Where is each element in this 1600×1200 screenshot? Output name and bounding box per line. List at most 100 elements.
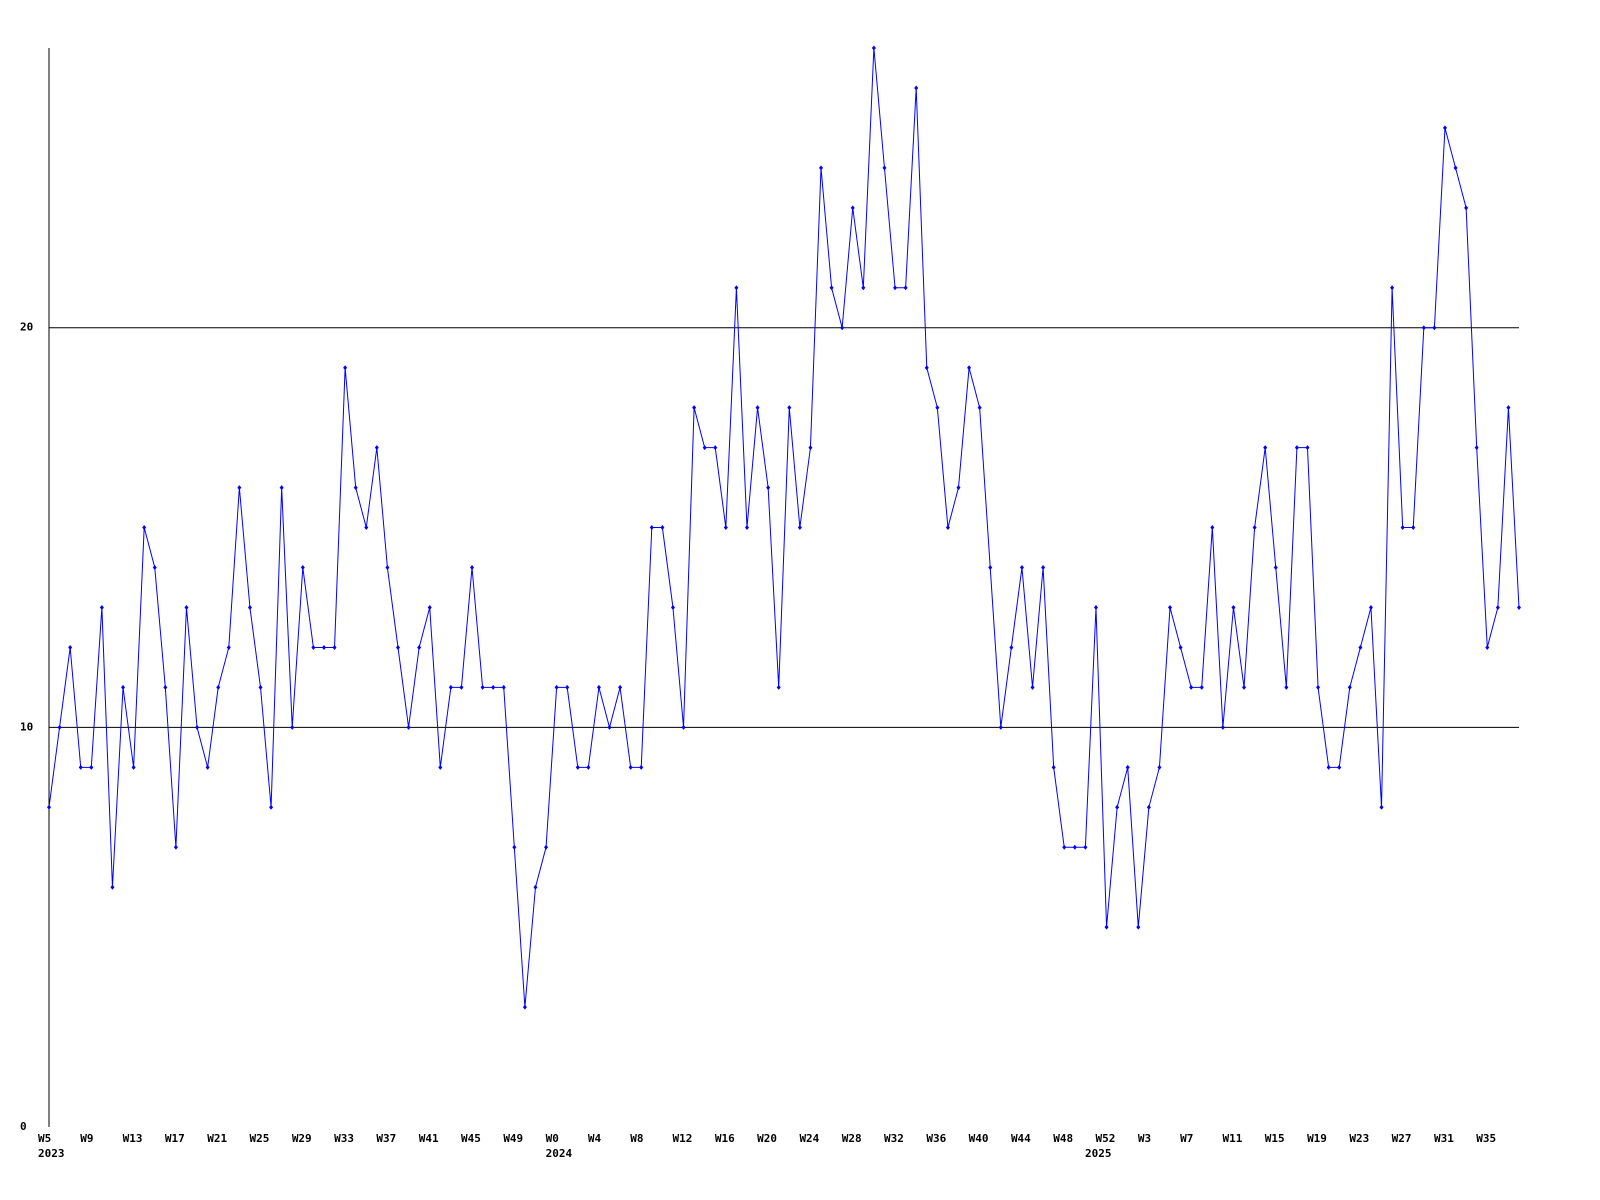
data-point [649,525,654,531]
data-point [935,405,940,411]
data-point [1474,445,1479,451]
data-point [57,724,62,730]
data-point [967,365,972,371]
data-point [1062,844,1067,850]
data-point [544,844,549,850]
data-point [110,884,115,890]
data-point [1019,565,1024,571]
x-tick-label: W49 [503,1132,523,1145]
x-tick-label: W31 [1434,1132,1454,1145]
data-point [1009,644,1014,650]
x-tick-label: W45 [461,1132,481,1145]
data-point [1368,604,1373,610]
data-point [1231,604,1236,610]
y-tick-label: 20 [20,321,33,334]
data-point [1242,684,1247,690]
data-point [1453,165,1458,171]
data-point [850,205,855,211]
data-point [311,644,316,650]
data-point [1072,844,1077,850]
data-point [1316,684,1321,690]
x-tick-label: W48 [1053,1132,1073,1145]
x-tick-label: W11 [1222,1132,1242,1145]
data-point [1411,525,1416,531]
x-tick-label: W25 [250,1132,270,1145]
data-point [1136,924,1141,930]
data-point [1273,565,1278,571]
data-point [565,684,570,690]
data-point [237,485,242,491]
data-point [1326,764,1331,770]
x-tick-label: W32 [884,1132,904,1145]
x-tick-label: W16 [715,1132,735,1145]
x-tick-label: W24 [799,1132,819,1145]
data-point [1199,684,1204,690]
y-tick-label: 0 [20,1120,27,1133]
x-tick-label: W3 [1138,1132,1151,1145]
data-point [1146,804,1151,810]
data-point [1157,764,1162,770]
x-tick-label: W19 [1307,1132,1327,1145]
data-point [142,525,147,531]
data-point [290,724,295,730]
data-point [618,684,623,690]
data-point [406,724,411,730]
x-tick-label: W12 [673,1132,693,1145]
data-point [1115,804,1120,810]
data-point [702,445,707,451]
data-point [374,445,379,451]
data-point [1093,604,1098,610]
data-point [639,764,644,770]
data-point [1051,764,1056,770]
x-tick-label: W40 [969,1132,989,1145]
data-point [1495,604,1500,610]
data-point [1347,684,1352,690]
x-tick-label: W8 [630,1132,643,1145]
data-point [1168,604,1173,610]
x-tick-label: W27 [1392,1132,1412,1145]
data-point [871,45,876,51]
x-tick-label: W23 [1349,1132,1369,1145]
data-point [226,644,231,650]
x-tick-label: W9 [80,1132,93,1145]
x-tick-label: W36 [926,1132,946,1145]
x-tick-label: W15 [1265,1132,1285,1145]
data-point [522,1004,527,1010]
data-point [300,565,305,571]
data-point [395,644,400,650]
data-point [1390,285,1395,291]
data-point [491,684,496,690]
data-point [1485,644,1490,650]
data-point [1041,565,1046,571]
data-point [660,525,665,531]
data-point [1252,525,1257,531]
x-tick-label: W41 [419,1132,439,1145]
data-point [1379,804,1384,810]
x-tick-label: W5 [38,1132,51,1145]
data-point [512,844,517,850]
data-point [1421,325,1426,331]
data-point [131,764,136,770]
x-group-label: 2025 [1085,1147,1112,1160]
data-point [1284,684,1289,690]
data-point [914,85,919,91]
data-point [1030,684,1035,690]
data-point [628,764,633,770]
data-point [1305,445,1310,451]
data-point [744,525,749,531]
data-point [269,804,274,810]
data-point [332,644,337,650]
data-point [723,525,728,531]
data-point [766,485,771,491]
x-tick-label: W21 [207,1132,227,1145]
data-point [89,764,94,770]
data-point [438,764,443,770]
data-point [734,285,739,291]
data-point [364,525,369,531]
data-point [78,764,83,770]
data-point [692,405,697,411]
data-point [1358,644,1363,650]
data-point [586,764,591,770]
data-point [163,684,168,690]
data-point [470,565,475,571]
